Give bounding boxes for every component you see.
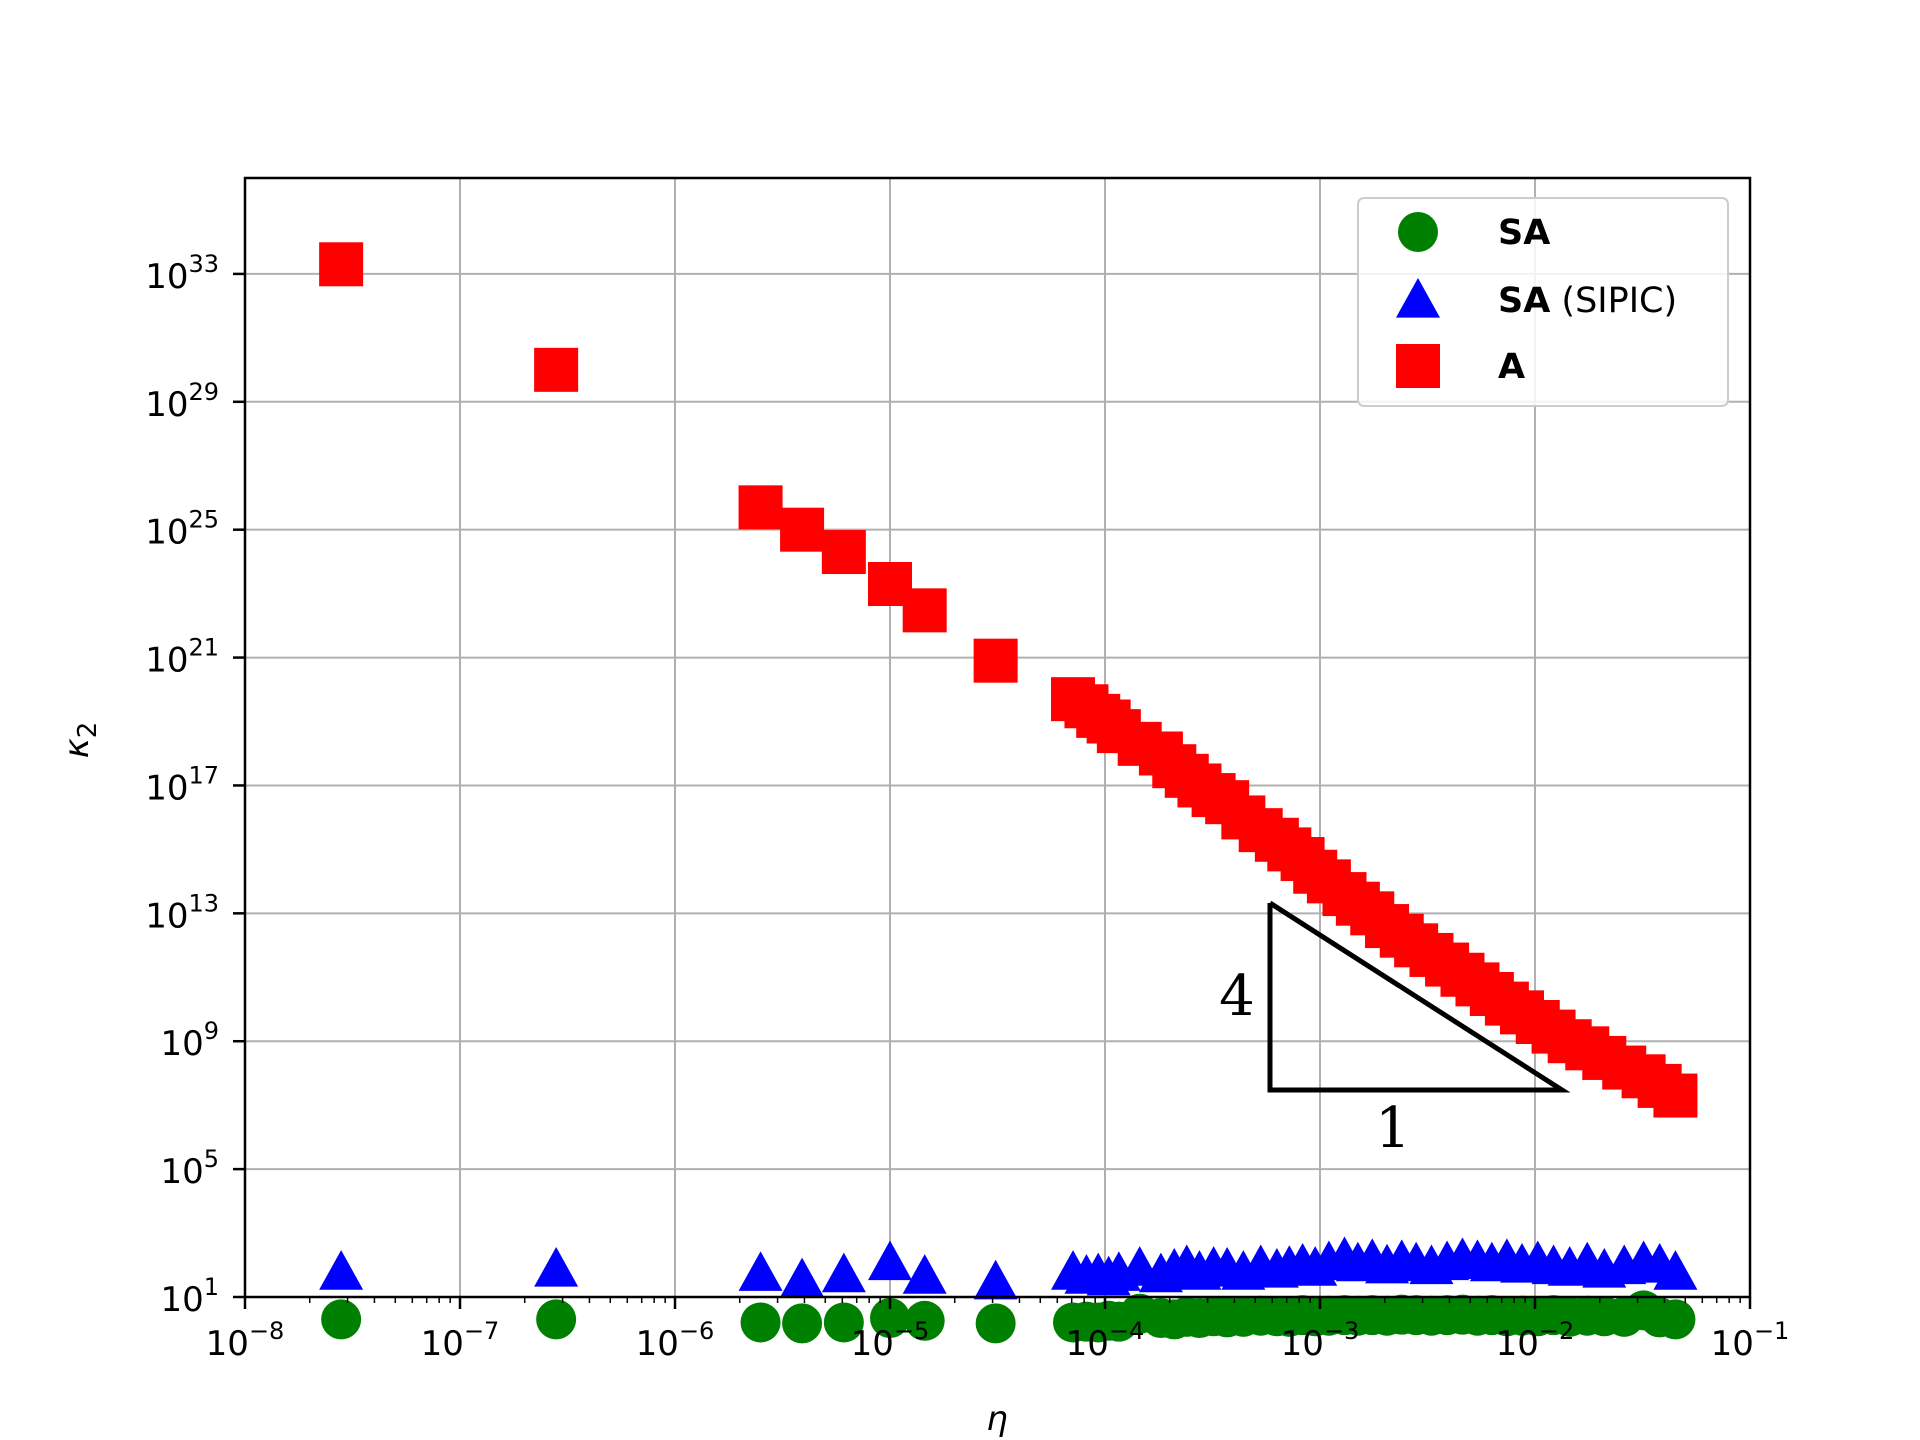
x-tick-label: 10−7 (421, 1317, 500, 1364)
y-tick-label: 101 (160, 1273, 219, 1320)
data-point-square (821, 530, 866, 575)
legend-label: SA (1498, 213, 1550, 253)
y-axis-ticks: 101 105 109 1013 1017 1021 1025 1029 1033 (145, 250, 245, 1320)
y-tick-label: 1017 (145, 761, 219, 808)
x-tick-label: 10−5 (851, 1317, 930, 1364)
legend-label: SA (SIPIC) (1498, 281, 1677, 321)
data-point-square (780, 507, 825, 552)
data-point-square (1653, 1073, 1698, 1118)
data-point-triangle (780, 1257, 825, 1298)
data-point-circle (1655, 1299, 1696, 1340)
x-tick-label: 10−1 (1711, 1317, 1790, 1364)
data-point-triangle (973, 1259, 1018, 1300)
series-circle (321, 1290, 1696, 1344)
y-tick-label: 1033 (145, 250, 219, 297)
x-tick-label: 10−3 (1281, 1317, 1360, 1364)
slope-run-label: 1 (1375, 1096, 1411, 1161)
data-point-square (973, 638, 1018, 683)
data-point-triangle (1653, 1250, 1698, 1290)
data-point-circle (904, 1300, 945, 1341)
plot-frame (243, 176, 1752, 1299)
data-point-circle (823, 1302, 864, 1343)
slope-triangle: 4 1 (1219, 900, 1571, 1161)
y-tick-label: 105 (160, 1145, 219, 1192)
data-point-triangle (534, 1247, 579, 1287)
x-tick-label: 10−6 (636, 1317, 715, 1364)
data-point-square (902, 588, 947, 633)
legend-marker-square (1396, 344, 1440, 388)
x-tick-label: 10−2 (1496, 1317, 1575, 1364)
x-tick-label: 10−4 (1066, 1317, 1145, 1364)
data-point-circle (740, 1302, 781, 1343)
data-point-square (534, 347, 579, 392)
legend: SA SA (SIPIC) A (1357, 197, 1729, 407)
series-square (319, 242, 1698, 1118)
data-point-triangle (319, 1250, 364, 1290)
legend-marker-triangle (1396, 278, 1440, 318)
data-point-circle (870, 1298, 910, 1339)
data-point-square (319, 242, 364, 287)
y-tick-label: 1013 (145, 889, 219, 936)
y-tick-label: 1021 (145, 634, 219, 681)
data-point-triangle (902, 1254, 947, 1294)
y-axis-label: κ2 (57, 722, 103, 759)
data-point-circle (536, 1299, 577, 1340)
data-point-circle (782, 1303, 823, 1344)
legend-marker-circle (1398, 212, 1438, 252)
legend-label: A (1498, 347, 1525, 387)
x-axis-ticks: 10−8 10−7 10−6 10−5 10−4 10−3 10−2 10−1 (206, 1297, 1790, 1364)
data-point-circle (321, 1299, 362, 1340)
x-axis-label: η (986, 1399, 1008, 1439)
data-point-triangle (821, 1252, 866, 1293)
data-point-triangle (868, 1240, 912, 1281)
data-series (319, 242, 1698, 1344)
data-point-triangle (738, 1251, 783, 1291)
slope-triangle-shape (1267, 900, 1571, 1093)
data-point-square (738, 485, 783, 530)
data-point-circle (975, 1303, 1016, 1344)
y-tick-label: 109 (160, 1017, 219, 1064)
x-tick-label: 10−8 (206, 1317, 285, 1364)
legend-box (1357, 197, 1729, 407)
series-triangle (319, 1236, 1698, 1300)
y-tick-label: 1025 (145, 506, 219, 553)
slope-rise-label: 4 (1219, 964, 1255, 1029)
y-tick-label: 1029 (145, 378, 219, 425)
